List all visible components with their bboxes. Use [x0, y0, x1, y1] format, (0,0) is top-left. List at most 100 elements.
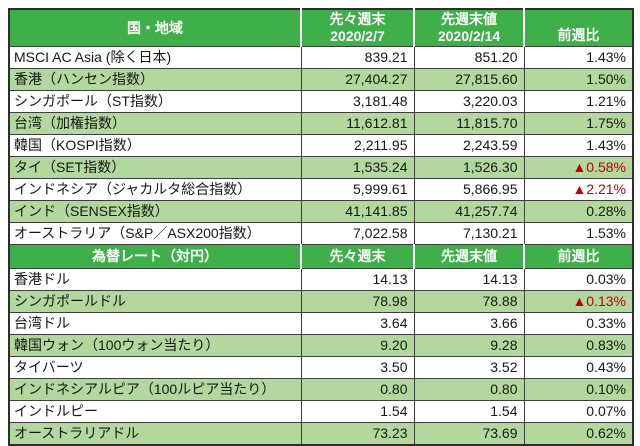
table-row-msci: MSCI AC Asia (除く日本) 839.21 851.20 1.43% [8, 46, 634, 69]
last-value: 78.88 [413, 290, 525, 313]
header-fx-title: 為替レート（対円） [9, 244, 302, 269]
table-row-aud: オーストラリアドル 73.23 73.69 0.62% [8, 422, 634, 446]
change-value: 0.43% [523, 356, 634, 379]
last-value: 3.52 [413, 356, 525, 379]
last-value: 3,220.03 [413, 90, 525, 113]
table-row-korea: 韓国（KOSPI指数） 2,211.95 2,243.59 1.43% [8, 134, 634, 157]
row-label: 香港（ハンセン指数） [8, 68, 302, 91]
prev-value: 11,612.81 [300, 112, 415, 135]
last-value: 41,257.74 [413, 200, 525, 223]
row-label: オーストラリア（S&P／ASX200指数） [8, 222, 302, 245]
table-row-australia: オーストラリア（S&P／ASX200指数） 7,022.58 7,130.21 … [8, 222, 634, 245]
header-prev-weekend-date: 2020/2/7 [330, 28, 385, 44]
prev-value: 41,141.85 [300, 200, 415, 223]
header-region: 国・地域 [9, 8, 302, 47]
table-row-twd: 台湾ドル 3.64 3.66 0.33% [8, 312, 634, 335]
row-label: インドネシア（ジャカルタ総合指数） [8, 178, 302, 201]
row-label: シンガポールドル [8, 290, 302, 313]
prev-value: 73.23 [300, 422, 415, 446]
header-last-weekend-date: 2020/2/14 [437, 28, 501, 44]
change-value: 1.75% [523, 112, 634, 135]
row-label: インドネシアルピア（100ルピア当たり） [8, 378, 302, 401]
prev-value: 1,535.24 [300, 156, 415, 179]
change-value: ▲0.13% [523, 290, 634, 313]
last-value: 7,130.21 [413, 222, 525, 245]
header-last-weekend-label: 先週末値 [441, 11, 497, 27]
header-prev-weekend: 先々週末 2020/2/7 [300, 8, 415, 47]
change-value: 0.28% [523, 200, 634, 223]
change-value: 0.07% [523, 400, 634, 423]
prev-value: 839.21 [300, 46, 415, 69]
last-value: 1,526.30 [413, 156, 525, 179]
row-label: 韓国（KOSPI指数） [8, 134, 302, 157]
row-label: 韓国ウォン（100ウォン当たり） [8, 334, 302, 357]
last-value: 73.69 [413, 422, 525, 446]
last-value: 5,866.95 [413, 178, 525, 201]
prev-value: 5,999.61 [300, 178, 415, 201]
prev-value: 78.98 [300, 290, 415, 313]
change-value: ▲0.58% [523, 156, 634, 179]
table-row-inr: インドルピー 1.54 1.54 0.07% [8, 400, 634, 423]
prev-value: 14.13 [300, 268, 415, 291]
prev-value: 3.64 [300, 312, 415, 335]
change-value: 0.10% [523, 378, 634, 401]
prev-value: 27,404.27 [300, 68, 415, 91]
table-row-thb: タイバーツ 3.50 3.52 0.43% [8, 356, 634, 379]
prev-value: 7,022.58 [300, 222, 415, 245]
prev-value: 0.80 [300, 378, 415, 401]
last-value: 9.28 [413, 334, 525, 357]
last-value: 27,815.60 [413, 68, 525, 91]
change-value: 1.21% [523, 90, 634, 113]
last-value: 2,243.59 [413, 134, 525, 157]
header-week-change: 前週比 [523, 8, 633, 47]
row-label: オーストラリアドル [8, 422, 302, 446]
row-label: シンガポール（ST指数） [8, 90, 302, 113]
change-value: 0.33% [523, 312, 634, 335]
prev-value: 1.54 [300, 400, 415, 423]
header-last-weekend: 先週末値 2020/2/14 [413, 8, 525, 47]
row-label: 香港ドル [8, 268, 302, 291]
table-row-hkd: 香港ドル 14.13 14.13 0.03% [8, 268, 634, 291]
table-row-sgd: シンガポールドル 78.98 78.88 ▲0.13% [8, 290, 634, 313]
row-label: MSCI AC Asia (除く日本) [8, 46, 302, 69]
row-label: 台湾ドル [8, 312, 302, 335]
table-row-taiwan: 台湾（加権指数） 11,612.81 11,815.70 1.75% [8, 112, 634, 135]
table-row-india: インド（SENSEX指数） 41,141.85 41,257.74 0.28% [8, 200, 634, 223]
header-fx-change: 前週比 [523, 244, 633, 269]
header-fx-last: 先週末値 [413, 244, 525, 269]
row-label: タイバーツ [8, 356, 302, 379]
fx-header-row: 為替レート（対円） 先々週末 先週末値 前週比 [9, 244, 633, 269]
table-row-hongkong: 香港（ハンセン指数） 27,404.27 27,815.60 1.50% [8, 68, 634, 91]
last-value: 14.13 [413, 268, 525, 291]
row-label: インドルピー [8, 400, 302, 423]
table-row-idr: インドネシアルピア（100ルピア当たり） 0.80 0.80 0.10% [8, 378, 634, 401]
table-row-krw: 韓国ウォン（100ウォン当たり） 9.20 9.28 0.83% [8, 334, 634, 357]
last-value: 0.80 [413, 378, 525, 401]
row-label: 台湾（加権指数） [8, 112, 302, 135]
table-row-thailand: タイ（SET指数） 1,535.24 1,526.30 ▲0.58% [8, 156, 634, 179]
change-value: 0.83% [523, 334, 634, 357]
market-data-table: 国・地域 先々週末 2020/2/7 先週末値 2020/2/14 前週比 MS… [8, 8, 634, 446]
header-fx-prev: 先々週末 [300, 244, 415, 269]
last-value: 851.20 [413, 46, 525, 69]
change-value: 0.62% [523, 422, 634, 446]
change-value: ▲2.21% [523, 178, 634, 201]
change-value: 1.53% [523, 222, 634, 245]
table-row-indonesia: インドネシア（ジャカルタ総合指数） 5,999.61 5,866.95 ▲2.2… [8, 178, 634, 201]
header-prev-weekend-label: 先々週末 [329, 11, 386, 27]
prev-value: 2,211.95 [300, 134, 415, 157]
indices-header-row: 国・地域 先々週末 2020/2/7 先週末値 2020/2/14 前週比 [9, 8, 633, 47]
table-row-singapore: シンガポール（ST指数） 3,181.48 3,220.03 1.21% [8, 90, 634, 113]
change-value: 0.03% [523, 268, 634, 291]
prev-value: 9.20 [300, 334, 415, 357]
row-label: タイ（SET指数） [8, 156, 302, 179]
prev-value: 3.50 [300, 356, 415, 379]
last-value: 3.66 [413, 312, 525, 335]
prev-value: 3,181.48 [300, 90, 415, 113]
change-value: 1.43% [523, 134, 634, 157]
last-value: 11,815.70 [413, 112, 525, 135]
change-value: 1.50% [523, 68, 634, 91]
change-value: 1.43% [523, 46, 634, 69]
last-value: 1.54 [413, 400, 525, 423]
row-label: インド（SENSEX指数） [8, 200, 302, 223]
